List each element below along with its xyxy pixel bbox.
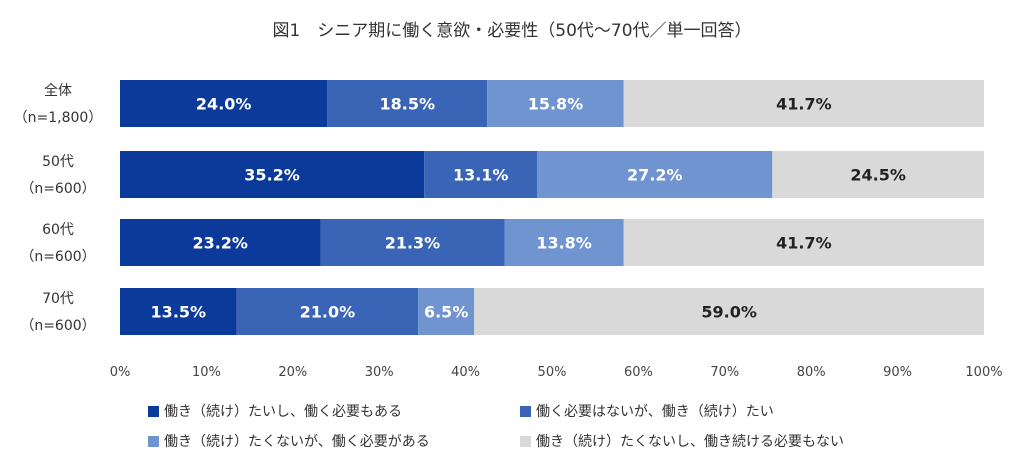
bar-segment bbox=[327, 80, 488, 127]
x-tick-label: 40% bbox=[451, 365, 480, 380]
data-label: 13.5% bbox=[151, 303, 207, 322]
data-label: 24.0% bbox=[196, 95, 252, 114]
x-tick-label: 70% bbox=[710, 365, 739, 380]
data-label: 24.5% bbox=[850, 166, 906, 185]
x-tick-label: 0% bbox=[110, 365, 131, 380]
legend-item: 働く必要はないが、働き（続け）たい bbox=[520, 401, 774, 421]
x-tick-label: 80% bbox=[797, 365, 826, 380]
bar-segment bbox=[120, 288, 237, 335]
legend-item: 働き（続け）たくないし、働き続ける必要もない bbox=[520, 431, 844, 451]
data-label: 21.0% bbox=[300, 303, 356, 322]
legend-item: 働き（続け）たいし、働く必要もある bbox=[148, 401, 402, 421]
chart-title: 図1 シニア期に働く意欲・必要性（50代～70代／単一回答） bbox=[272, 21, 752, 41]
legend-swatch bbox=[520, 405, 531, 417]
x-tick-label: 60% bbox=[624, 365, 653, 380]
legend-label: 働く必要はないが、働き（続け）たい bbox=[536, 404, 774, 420]
data-label: 6.5% bbox=[424, 303, 468, 322]
legend-swatch bbox=[148, 435, 159, 447]
category-sublabel: （n=1,800） bbox=[14, 110, 103, 126]
legend-label: 働き（続け）たくないが、働く必要がある bbox=[164, 434, 430, 450]
bar-segment bbox=[120, 151, 425, 198]
bar-segment bbox=[537, 151, 773, 198]
data-label: 18.5% bbox=[380, 95, 436, 114]
x-tick-label: 30% bbox=[365, 365, 394, 380]
data-label: 59.0% bbox=[701, 303, 757, 322]
legend-swatch bbox=[520, 435, 531, 447]
category-label: 60代 bbox=[42, 222, 74, 238]
bar-segment bbox=[504, 219, 624, 266]
data-label: 21.3% bbox=[385, 234, 441, 253]
data-label: 27.2% bbox=[627, 166, 683, 185]
data-label: 15.8% bbox=[528, 95, 584, 114]
category-sublabel: （n=600） bbox=[20, 318, 95, 334]
x-tick-label: 90% bbox=[883, 365, 912, 380]
category-sublabel: （n=600） bbox=[20, 249, 95, 265]
data-label: 41.7% bbox=[776, 234, 832, 253]
bar-segment bbox=[418, 288, 475, 335]
category-label: 全体 bbox=[44, 82, 72, 99]
x-tick-label: 50% bbox=[538, 365, 567, 380]
legend-label: 働き（続け）たいし、働く必要もある bbox=[164, 404, 402, 420]
data-label: 13.1% bbox=[453, 166, 509, 185]
bar-segment bbox=[424, 151, 538, 198]
legend-label: 働き（続け）たくないし、働き続ける必要もない bbox=[536, 434, 844, 450]
data-label: 35.2% bbox=[244, 166, 300, 185]
x-tick-label: 10% bbox=[192, 365, 221, 380]
bar-segment bbox=[120, 80, 328, 127]
bar-segment bbox=[320, 219, 505, 266]
category-sublabel: （n=600） bbox=[20, 181, 95, 197]
x-tick-label: 20% bbox=[278, 365, 307, 380]
category-label: 50代 bbox=[42, 154, 74, 170]
data-label: 41.7% bbox=[776, 95, 832, 114]
legend-swatch bbox=[148, 405, 159, 417]
x-tick-label: 100% bbox=[965, 365, 1002, 380]
data-label: 13.8% bbox=[536, 234, 592, 253]
bar-segment bbox=[487, 80, 624, 127]
bar-segment bbox=[623, 219, 984, 266]
bar-segment bbox=[120, 219, 321, 266]
data-label: 23.2% bbox=[192, 234, 248, 253]
bar-segment bbox=[474, 288, 984, 335]
legend-item: 働き（続け）たくないが、働く必要がある bbox=[148, 431, 430, 451]
category-label: 70代 bbox=[42, 291, 74, 307]
bar-segment bbox=[236, 288, 419, 335]
bar-segment bbox=[623, 80, 984, 127]
bar-segment bbox=[772, 151, 984, 198]
